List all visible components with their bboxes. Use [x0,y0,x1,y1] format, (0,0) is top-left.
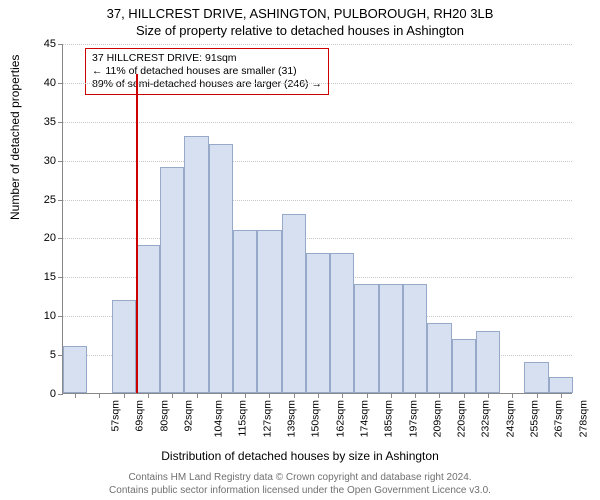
y-tick-mark [58,277,63,278]
y-tick-mark [58,44,63,45]
x-tick-mark [197,393,198,398]
y-tick-label: 10 [0,310,56,322]
y-tick-mark [58,83,63,84]
y-tick-label: 15 [0,271,56,283]
x-tick-mark [318,393,319,398]
footer-line-2: Contains public sector information licen… [0,485,600,498]
footer-attrib: Contains HM Land Registry data © Crown c… [0,472,600,497]
chart-title-main: 37, HILLCREST DRIVE, ASHINGTON, PULBOROU… [0,0,600,21]
x-tick-mark [512,393,513,398]
x-tick-mark [221,393,222,398]
x-tick-mark [75,393,76,398]
histogram-bar [306,253,330,393]
x-tick-label: 243sqm [504,400,516,437]
callout-line-2: ← 11% of detached houses are smaller (31… [92,65,322,78]
x-tick-label: 267sqm [553,400,565,437]
gridline [63,238,572,239]
histogram-bar [452,339,476,393]
x-axis-title: Distribution of detached houses by size … [0,449,600,463]
histogram-bar [160,167,184,393]
y-tick-mark [58,161,63,162]
histogram-bar [476,331,500,393]
histogram-bar [257,230,281,393]
x-tick-label: 209sqm [431,400,443,437]
x-tick-mark [367,393,368,398]
x-tick-mark [269,393,270,398]
chart-plot-area: 37 HILLCREST DRIVE: 91sqm ← 11% of detac… [62,44,572,394]
y-tick-mark [58,238,63,239]
y-tick-mark [58,316,63,317]
x-tick-label: 57sqm [110,400,122,432]
histogram-bar [282,214,306,393]
histogram-bar [427,323,451,393]
y-tick-mark [58,122,63,123]
x-tick-mark [172,393,173,398]
chart-title-sub: Size of property relative to detached ho… [0,21,600,38]
y-tick-label: 30 [0,155,56,167]
histogram-bar [136,245,160,393]
x-tick-label: 255sqm [528,400,540,437]
histogram-bar [112,300,136,393]
x-tick-label: 139sqm [286,400,298,437]
x-tick-mark [391,393,392,398]
y-tick-label: 40 [0,77,56,89]
x-tick-mark [294,393,295,398]
x-tick-label: 232sqm [480,400,492,437]
x-tick-mark [99,393,100,398]
x-tick-label: 197sqm [407,400,419,437]
histogram-bar [63,346,87,393]
x-tick-label: 69sqm [134,400,146,432]
x-tick-label: 220sqm [456,400,468,437]
x-tick-mark [439,393,440,398]
histogram-bar [354,284,378,393]
gridline [63,122,572,123]
histogram-bar [184,136,208,393]
histogram-bar [330,253,354,393]
x-tick-label: 80sqm [158,400,170,432]
x-tick-label: 278sqm [577,400,589,437]
chart-container: 37, HILLCREST DRIVE, ASHINGTON, PULBOROU… [0,0,600,500]
histogram-bar [549,377,573,393]
x-tick-mark [342,393,343,398]
x-tick-label: 127sqm [261,400,273,437]
gridline [63,161,572,162]
y-tick-mark [58,394,63,395]
x-tick-label: 150sqm [310,400,322,437]
x-tick-label: 162sqm [334,400,346,437]
x-tick-mark [245,393,246,398]
y-tick-label: 5 [0,349,56,361]
y-tick-mark [58,200,63,201]
x-tick-label: 104sqm [213,400,225,437]
footer-line-1: Contains HM Land Registry data © Crown c… [0,472,600,485]
y-tick-label: 45 [0,38,56,50]
callout-line-3: 89% of semi-detached houses are larger (… [92,78,322,91]
x-tick-label: 185sqm [383,400,395,437]
y-tick-label: 35 [0,116,56,128]
x-tick-mark [561,393,562,398]
histogram-bar [403,284,427,393]
y-tick-label: 0 [0,388,56,400]
y-tick-label: 20 [0,232,56,244]
gridline [63,44,572,45]
x-tick-label: 174sqm [358,400,370,437]
histogram-bar [379,284,403,393]
callout-line-1: 37 HILLCREST DRIVE: 91sqm [92,52,322,65]
histogram-bar [524,362,548,393]
x-tick-mark [464,393,465,398]
x-tick-mark [415,393,416,398]
histogram-bar [209,144,233,393]
x-tick-mark [537,393,538,398]
gridline [63,83,572,84]
x-tick-mark [148,393,149,398]
x-tick-label: 92sqm [183,400,195,432]
x-tick-label: 115sqm [236,400,248,437]
x-tick-mark [488,393,489,398]
histogram-bar [233,230,257,393]
y-tick-label: 25 [0,194,56,206]
x-tick-mark [124,393,125,398]
gridline [63,200,572,201]
marker-callout: 37 HILLCREST DRIVE: 91sqm ← 11% of detac… [85,48,329,95]
marker-line [136,74,138,393]
